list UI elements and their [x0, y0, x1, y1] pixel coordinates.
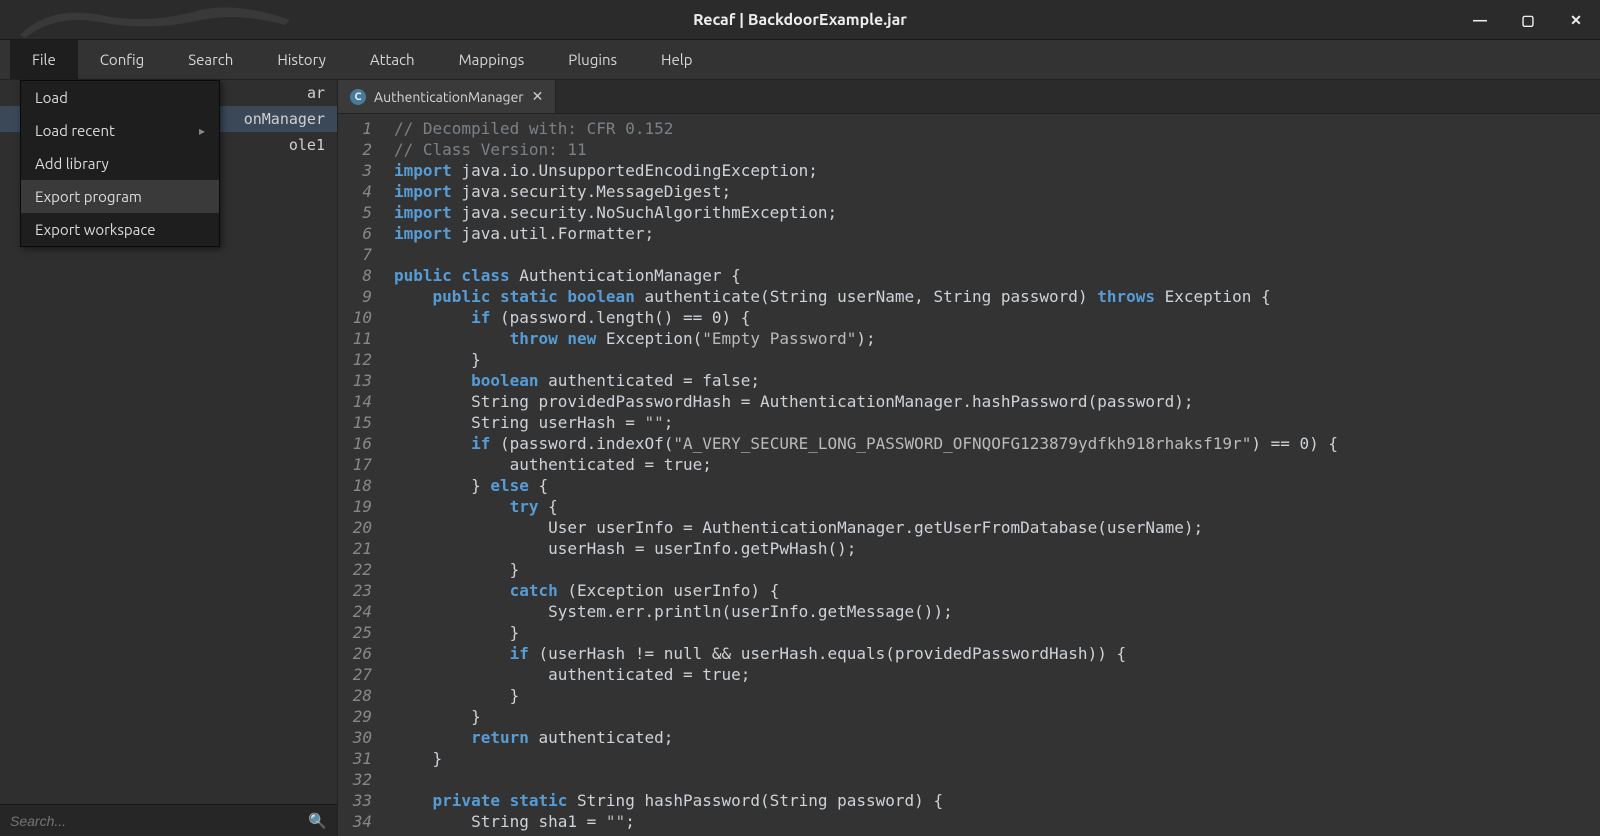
file-menu-load-recent[interactable]: Load recent▸	[21, 114, 219, 147]
menu-config[interactable]: Config	[78, 40, 167, 79]
tab-authenticationmanager[interactable]: C AuthenticationManager ✕	[338, 80, 556, 113]
file-menu-export-workspace[interactable]: Export workspace	[21, 213, 219, 246]
tab-label: AuthenticationManager	[374, 89, 524, 105]
file-menu-add-library[interactable]: Add library	[21, 147, 219, 180]
editor-pane: C AuthenticationManager ✕ 12345678910111…	[338, 80, 1600, 836]
search-icon[interactable]: 🔍	[308, 812, 327, 830]
titlebar: Recaf | BackdoorExample.jar — ▢ ✕	[0, 0, 1600, 40]
minimize-button[interactable]: —	[1456, 0, 1504, 40]
file-menu-load[interactable]: Load	[21, 81, 219, 114]
close-icon[interactable]: ✕	[532, 88, 544, 105]
close-button[interactable]: ✕	[1552, 0, 1600, 40]
class-icon: C	[350, 89, 366, 105]
menubar: FileConfigSearchHistoryAttachMappingsPlu…	[0, 40, 1600, 80]
menu-mappings[interactable]: Mappings	[437, 40, 547, 79]
file-menu-dropdown: LoadLoad recent▸Add libraryExport progra…	[20, 80, 220, 247]
window-title: Recaf | BackdoorExample.jar	[693, 11, 907, 29]
file-menu-export-program[interactable]: Export program	[21, 180, 219, 213]
line-gutter: 1234567891011121314151617181920212223242…	[338, 114, 382, 836]
chevron-right-icon: ▸	[199, 124, 205, 138]
code-editor[interactable]: 1234567891011121314151617181920212223242…	[338, 114, 1600, 836]
menu-history[interactable]: History	[255, 40, 348, 79]
sidebar-search[interactable]: 🔍	[0, 804, 337, 836]
code-content[interactable]: // Decompiled with: CFR 0.152// Class Ve…	[382, 114, 1600, 836]
menu-help[interactable]: Help	[639, 40, 714, 79]
main-area: aronManagerole1 🔍 C AuthenticationManage…	[0, 80, 1600, 836]
window-controls: — ▢ ✕	[1456, 0, 1600, 40]
kali-dragon-icon	[10, 0, 310, 40]
menu-file[interactable]: File	[10, 40, 78, 79]
menu-attach[interactable]: Attach	[348, 40, 437, 79]
search-input[interactable]	[10, 813, 308, 829]
tab-bar: C AuthenticationManager ✕	[338, 80, 1600, 114]
menu-search[interactable]: Search	[166, 40, 255, 79]
menu-plugins[interactable]: Plugins	[546, 40, 639, 79]
maximize-button[interactable]: ▢	[1504, 0, 1552, 40]
